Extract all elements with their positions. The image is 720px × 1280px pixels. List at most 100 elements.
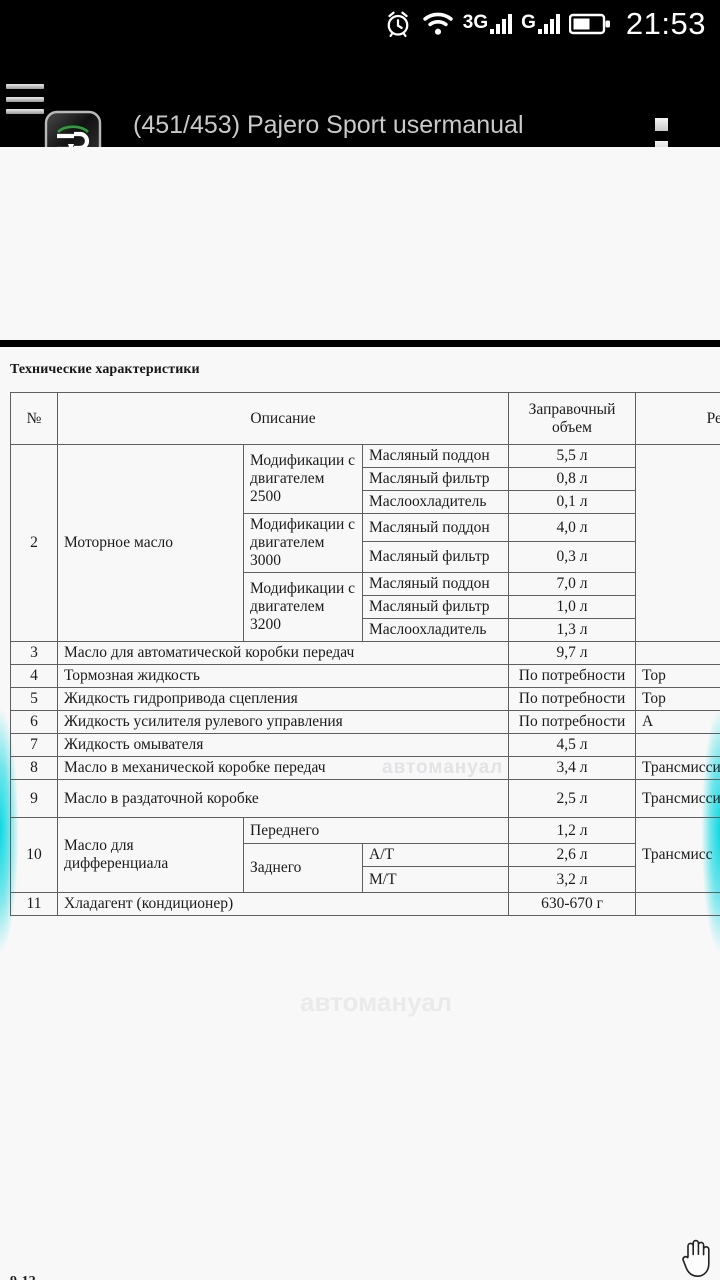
- cell-part: Масляный поддон: [361, 444, 510, 468]
- cell-name: Масло для дифференциала: [57, 817, 244, 893]
- cell-volume: 9,7 л: [508, 641, 637, 665]
- signal-3g-icon: 3G: [462, 12, 513, 34]
- table-row: Масляный фильтр 0,8 л: [11, 467, 720, 491]
- cell-engine-group: Модификации с двигателем 2500: [243, 444, 363, 514]
- cell-axle: Переднего: [242, 817, 510, 844]
- cell-part: Масляный фильтр: [361, 595, 510, 619]
- signal-g-label: G: [521, 12, 536, 33]
- cell-num: 3: [10, 641, 58, 665]
- cell-volume: 4,0 л: [508, 513, 637, 542]
- th-capacity: Заправочный объем: [508, 392, 637, 445]
- hamburger-icon[interactable]: [6, 84, 44, 114]
- signal-g-icon: G: [521, 12, 560, 34]
- app-toolbar: (451/453) Pajero Sport usermanual: [0, 48, 720, 180]
- cell-name: Моторное масло: [57, 444, 244, 642]
- cell-num: 6: [10, 710, 58, 734]
- cell-volume: 1,0 л: [508, 595, 637, 619]
- table-row: 7 Жидкость омывателя 4,5 л: [10, 733, 720, 757]
- cell-name: Масло в механической коробке передач: [56, 756, 510, 780]
- table-row: M/T 3,2 л: [11, 866, 720, 893]
- cell-recommended: Трансмисси: [635, 779, 720, 818]
- cell-volume: 4,5 л: [508, 733, 637, 757]
- cell-recommended: Трансмисс: [635, 817, 720, 893]
- table-row: Масляный фильтр 0,3 л: [11, 541, 720, 573]
- cell-volume: 7,0 л: [508, 572, 637, 596]
- pdf-page-current: Технические характеристики автомануал ав…: [0, 347, 720, 1280]
- page-caption: Технические характеристики: [10, 362, 200, 377]
- cell-name: Жидкость омывателя: [56, 733, 510, 757]
- table-row: Заднего A/T 2,6 л: [11, 843, 720, 893]
- cell-volume: 0,1 л: [508, 490, 637, 514]
- cell-volume: 0,3 л: [508, 541, 637, 573]
- cell-name: Хладагент (кондиционер): [56, 892, 510, 916]
- cell-volume: 3,2 л: [508, 866, 637, 893]
- cell-volume: 3,4 л: [508, 756, 637, 780]
- cell-num: 7: [10, 733, 58, 757]
- cell-num: 2: [10, 444, 58, 642]
- status-clock: 21:53: [625, 6, 706, 41]
- cell-volume: 2,5 л: [508, 779, 637, 818]
- cell-volume: 2,6 л: [508, 843, 637, 867]
- document-viewer[interactable]: Технические характеристики автомануал ав…: [0, 147, 720, 1280]
- cell-part: Маслоохладитель: [361, 490, 510, 514]
- table-row: 5 Жидкость гидропривода сцепления По пот…: [10, 687, 720, 711]
- cell-part: Маслоохладитель: [361, 618, 510, 642]
- table-row: 3 Масло для автоматической коробки перед…: [10, 641, 720, 665]
- cell-name: Масло в раздаточной коробке: [56, 779, 510, 818]
- table-row: 4 Тормозная жидкость По потребности Тор: [10, 664, 720, 688]
- cell-volume: 1,2 л: [508, 817, 637, 844]
- table-row: Масляный фильтр 1,0 л: [11, 595, 720, 619]
- cell-num: 11: [10, 892, 58, 916]
- cell-num: 4: [10, 664, 58, 688]
- cell-recommended: [635, 641, 720, 665]
- cell-recommended: Трансмисси: [635, 756, 720, 780]
- cell-name: Жидкость усилителя рулевого управления: [56, 710, 510, 734]
- cell-transmission: M/T: [361, 866, 510, 893]
- cell-recommended: Тор: [635, 664, 720, 688]
- cell-engine-group: Модификации с двигателем 3200: [243, 572, 363, 642]
- table-row: 2 Моторное масло Модификации с двигателе…: [10, 444, 720, 642]
- specs-table: № Описание Заправочный объем Рек 2 Мотор…: [10, 392, 720, 916]
- cell-part: Масляный поддон: [361, 572, 510, 596]
- wifi-icon: [423, 12, 453, 35]
- cell-volume: По потребности: [508, 664, 637, 688]
- table-row: 10 Масло для дифференциала Переднего 1,2…: [10, 817, 720, 893]
- status-bar: 3G G 21:53: [0, 0, 720, 48]
- cell-axle: Заднего: [243, 843, 363, 893]
- cell-num: 8: [10, 756, 58, 780]
- cell-recommended: [635, 892, 720, 916]
- cell-volume: По потребности: [508, 710, 637, 734]
- cell-recommended: Тор: [635, 687, 720, 711]
- table-header-row: № Описание Заправочный объем Рек: [10, 392, 720, 445]
- table-row: 8 Масло в механической коробке передач 3…: [10, 756, 720, 780]
- cell-volume: 5,5 л: [508, 444, 637, 468]
- cell-part: Масляный фильтр: [361, 541, 510, 573]
- cell-engine-group: Модификации с двигателем 3000: [243, 513, 363, 573]
- cell-volume: 0,8 л: [508, 467, 637, 491]
- table-row: 11 Хладагент (кондиционер) 630-670 г: [10, 892, 720, 916]
- cell-name: Масло для автоматической коробки передач: [56, 641, 510, 665]
- cell-volume: 630-670 г: [508, 892, 637, 916]
- table-row: 6 Жидкость усилителя рулевого управления…: [10, 710, 720, 734]
- cell-recommended: [635, 733, 720, 757]
- th-recommended: Рек: [635, 392, 720, 445]
- cell-num: 9: [10, 779, 58, 818]
- battery-icon: [568, 13, 610, 35]
- cell-volume: По потребности: [508, 687, 637, 711]
- cell-recommended: А: [635, 710, 720, 734]
- th-num: №: [10, 392, 58, 445]
- cell-name: Жидкость гидропривода сцепления: [56, 687, 510, 711]
- document-title: (451/453) Pajero Sport usermanual: [133, 111, 524, 139]
- alarm-icon: [387, 11, 409, 38]
- watermark-large: автомануал: [300, 987, 453, 1017]
- pdf-page-previous: [0, 147, 720, 340]
- th-description: Описание: [56, 392, 510, 445]
- table-row: 9 Масло в раздаточной коробке 2,5 л Тран…: [10, 779, 720, 818]
- cell-transmission: A/T: [361, 843, 510, 867]
- cell-name: Тормозная жидкость: [56, 664, 510, 688]
- cell-num: 5: [10, 687, 58, 711]
- cell-part: Масляный поддон: [361, 513, 510, 542]
- cell-num: 10: [10, 817, 58, 893]
- signal-3g-label: 3G: [462, 12, 489, 33]
- cell-part: Масляный фильтр: [361, 467, 510, 491]
